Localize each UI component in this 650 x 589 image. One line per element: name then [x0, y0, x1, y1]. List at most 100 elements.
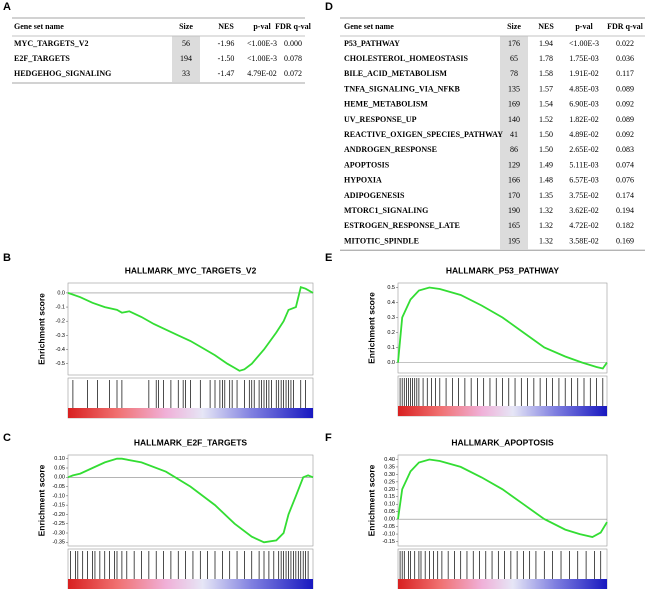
table-cell: 0.000: [284, 39, 302, 48]
table-cell: -1.96: [218, 39, 235, 48]
y-tick-label: 0.0: [57, 290, 65, 296]
table-cell: 190: [508, 206, 520, 215]
y-tick-label: 0.20: [384, 487, 395, 493]
y-tick-label: -0.3: [56, 333, 65, 339]
y-tick-label: -0.10: [382, 532, 395, 538]
table-cell: 0.092: [616, 130, 634, 139]
y-tick-label: -0.05: [382, 524, 395, 530]
panel-label: E: [325, 252, 332, 264]
panel-label: C: [3, 432, 11, 444]
table-cell: 1.32: [539, 236, 553, 245]
size-column-shade: [500, 36, 528, 250]
rank-color-bar: [68, 408, 313, 418]
table-cell: <1.00E-3: [247, 54, 277, 63]
y-tick-label: -0.10: [52, 493, 65, 499]
column-header: FDR q-val: [275, 22, 312, 31]
y-tick-label: 0.10: [54, 456, 65, 462]
y-tick-label: -0.1: [56, 305, 65, 311]
table-cell: 1.94: [539, 39, 553, 48]
table-cell: 169: [508, 100, 520, 109]
gene-set-name: MITOTIC_SPINDLE: [344, 236, 419, 245]
enrichment-curve: [397, 458, 608, 538]
chart-title: HALLMARK_P53_PATHWAY: [446, 265, 560, 275]
gene-set-name: P53_PATHWAY: [344, 39, 400, 48]
y-tick-label: -0.30: [52, 530, 65, 536]
y-tick-label: 0.30: [384, 472, 395, 478]
table-cell: 86: [510, 145, 518, 154]
table-cell: 0.089: [616, 115, 634, 124]
panel-label: D: [325, 1, 333, 13]
y-tick-label: -0.25: [52, 521, 65, 527]
table-cell: 6.90E-03: [569, 100, 599, 109]
gene-set-name: REACTIVE_OXIGEN_SPECIES_PATHWAY: [344, 130, 503, 139]
table-cell: 1.52: [539, 115, 553, 124]
table-cell: 65: [510, 54, 518, 63]
y-tick-label: 0.1: [387, 345, 395, 351]
gene-set-name: HEME_METABOLISM: [344, 100, 428, 109]
table-cell: 0.092: [616, 100, 634, 109]
gene-set-name: E2F_TARGETS: [14, 54, 70, 63]
y-tick-label: 0.0: [387, 360, 395, 366]
table-cell: 6.57E-03: [569, 176, 599, 185]
column-header: NES: [538, 22, 554, 31]
table-cell: 41: [510, 130, 518, 139]
table-cell: 140: [508, 115, 520, 124]
column-header: FDR q-val: [607, 22, 644, 31]
gene-set-name: ANDROGEN_RESPONSE: [344, 145, 437, 154]
table-cell: 0.022: [616, 39, 634, 48]
table-cell: 1.35: [539, 191, 553, 200]
table-cell: 3.62E-02: [569, 206, 599, 215]
y-tick-label: -0.20: [52, 512, 65, 518]
column-header: Size: [179, 22, 193, 31]
y-axis-label: Enrichment score: [36, 464, 46, 536]
gene-set-name: HYPOXIA: [344, 176, 382, 185]
y-tick-label: -0.4: [56, 347, 65, 353]
column-header: p-val: [575, 22, 593, 31]
table-cell: <1.00E-3: [569, 39, 599, 48]
table-cell: 1.50: [539, 145, 553, 154]
y-tick-label: -0.15: [382, 539, 395, 545]
table-cell: 33: [182, 69, 190, 78]
table-cell: 1.58: [539, 69, 553, 78]
column-header: Size: [507, 22, 521, 31]
gene-set-name: MYC_TARGETS_V2: [14, 39, 89, 48]
y-tick-label: -0.15: [52, 503, 65, 509]
column-header: Gene set name: [14, 22, 64, 31]
y-tick-label: -0.2: [56, 319, 65, 325]
table-cell: 1.49: [539, 160, 553, 169]
column-header: NES: [218, 22, 234, 31]
table-cell: 4.89E-02: [569, 130, 599, 139]
y-tick-label: 0.4: [387, 300, 395, 306]
chart-title: HALLMARK_E2F_TARGETS: [134, 437, 248, 447]
table-cell: 1.32: [539, 221, 553, 230]
table-cell: 1.91E-02: [569, 69, 599, 78]
y-tick-label: -0.5: [56, 361, 65, 367]
table-cell: -1.47: [218, 69, 235, 78]
table-cell: 2.65E-02: [569, 145, 599, 154]
table-cell: 4.72E-02: [569, 221, 599, 230]
y-tick-label: 0.25: [384, 479, 395, 485]
panel-label: B: [3, 252, 11, 264]
table-cell: 0.194: [616, 206, 634, 215]
table-cell: 194: [180, 54, 192, 63]
chart-title: HALLMARK_MYC_TARGETS_V2: [125, 265, 257, 275]
table-cell: 0.089: [616, 84, 634, 93]
gene-set-name: MTORC1_SIGNALING: [344, 206, 428, 215]
y-tick-label: -0.05: [52, 484, 65, 490]
y-tick-label: 0.35: [384, 464, 395, 470]
table-cell: 0.076: [616, 176, 634, 185]
table-cell: -1.50: [218, 54, 235, 63]
table-cell: 0.117: [616, 69, 634, 78]
y-tick-label: 0.2: [387, 330, 395, 336]
table-cell: 1.48: [539, 176, 553, 185]
table-cell: 3.75E-02: [569, 191, 599, 200]
table-cell: 129: [508, 160, 520, 169]
plot-frame: [67, 282, 314, 376]
table-cell: 166: [508, 176, 520, 185]
y-tick-label: 0.15: [384, 494, 395, 500]
table-cell: 5.11E-03: [569, 160, 598, 169]
gene-set-name: HEDGEHOG_SIGNALING: [14, 69, 111, 78]
size-column-shade: [172, 36, 200, 82]
table-cell: 165: [508, 221, 520, 230]
